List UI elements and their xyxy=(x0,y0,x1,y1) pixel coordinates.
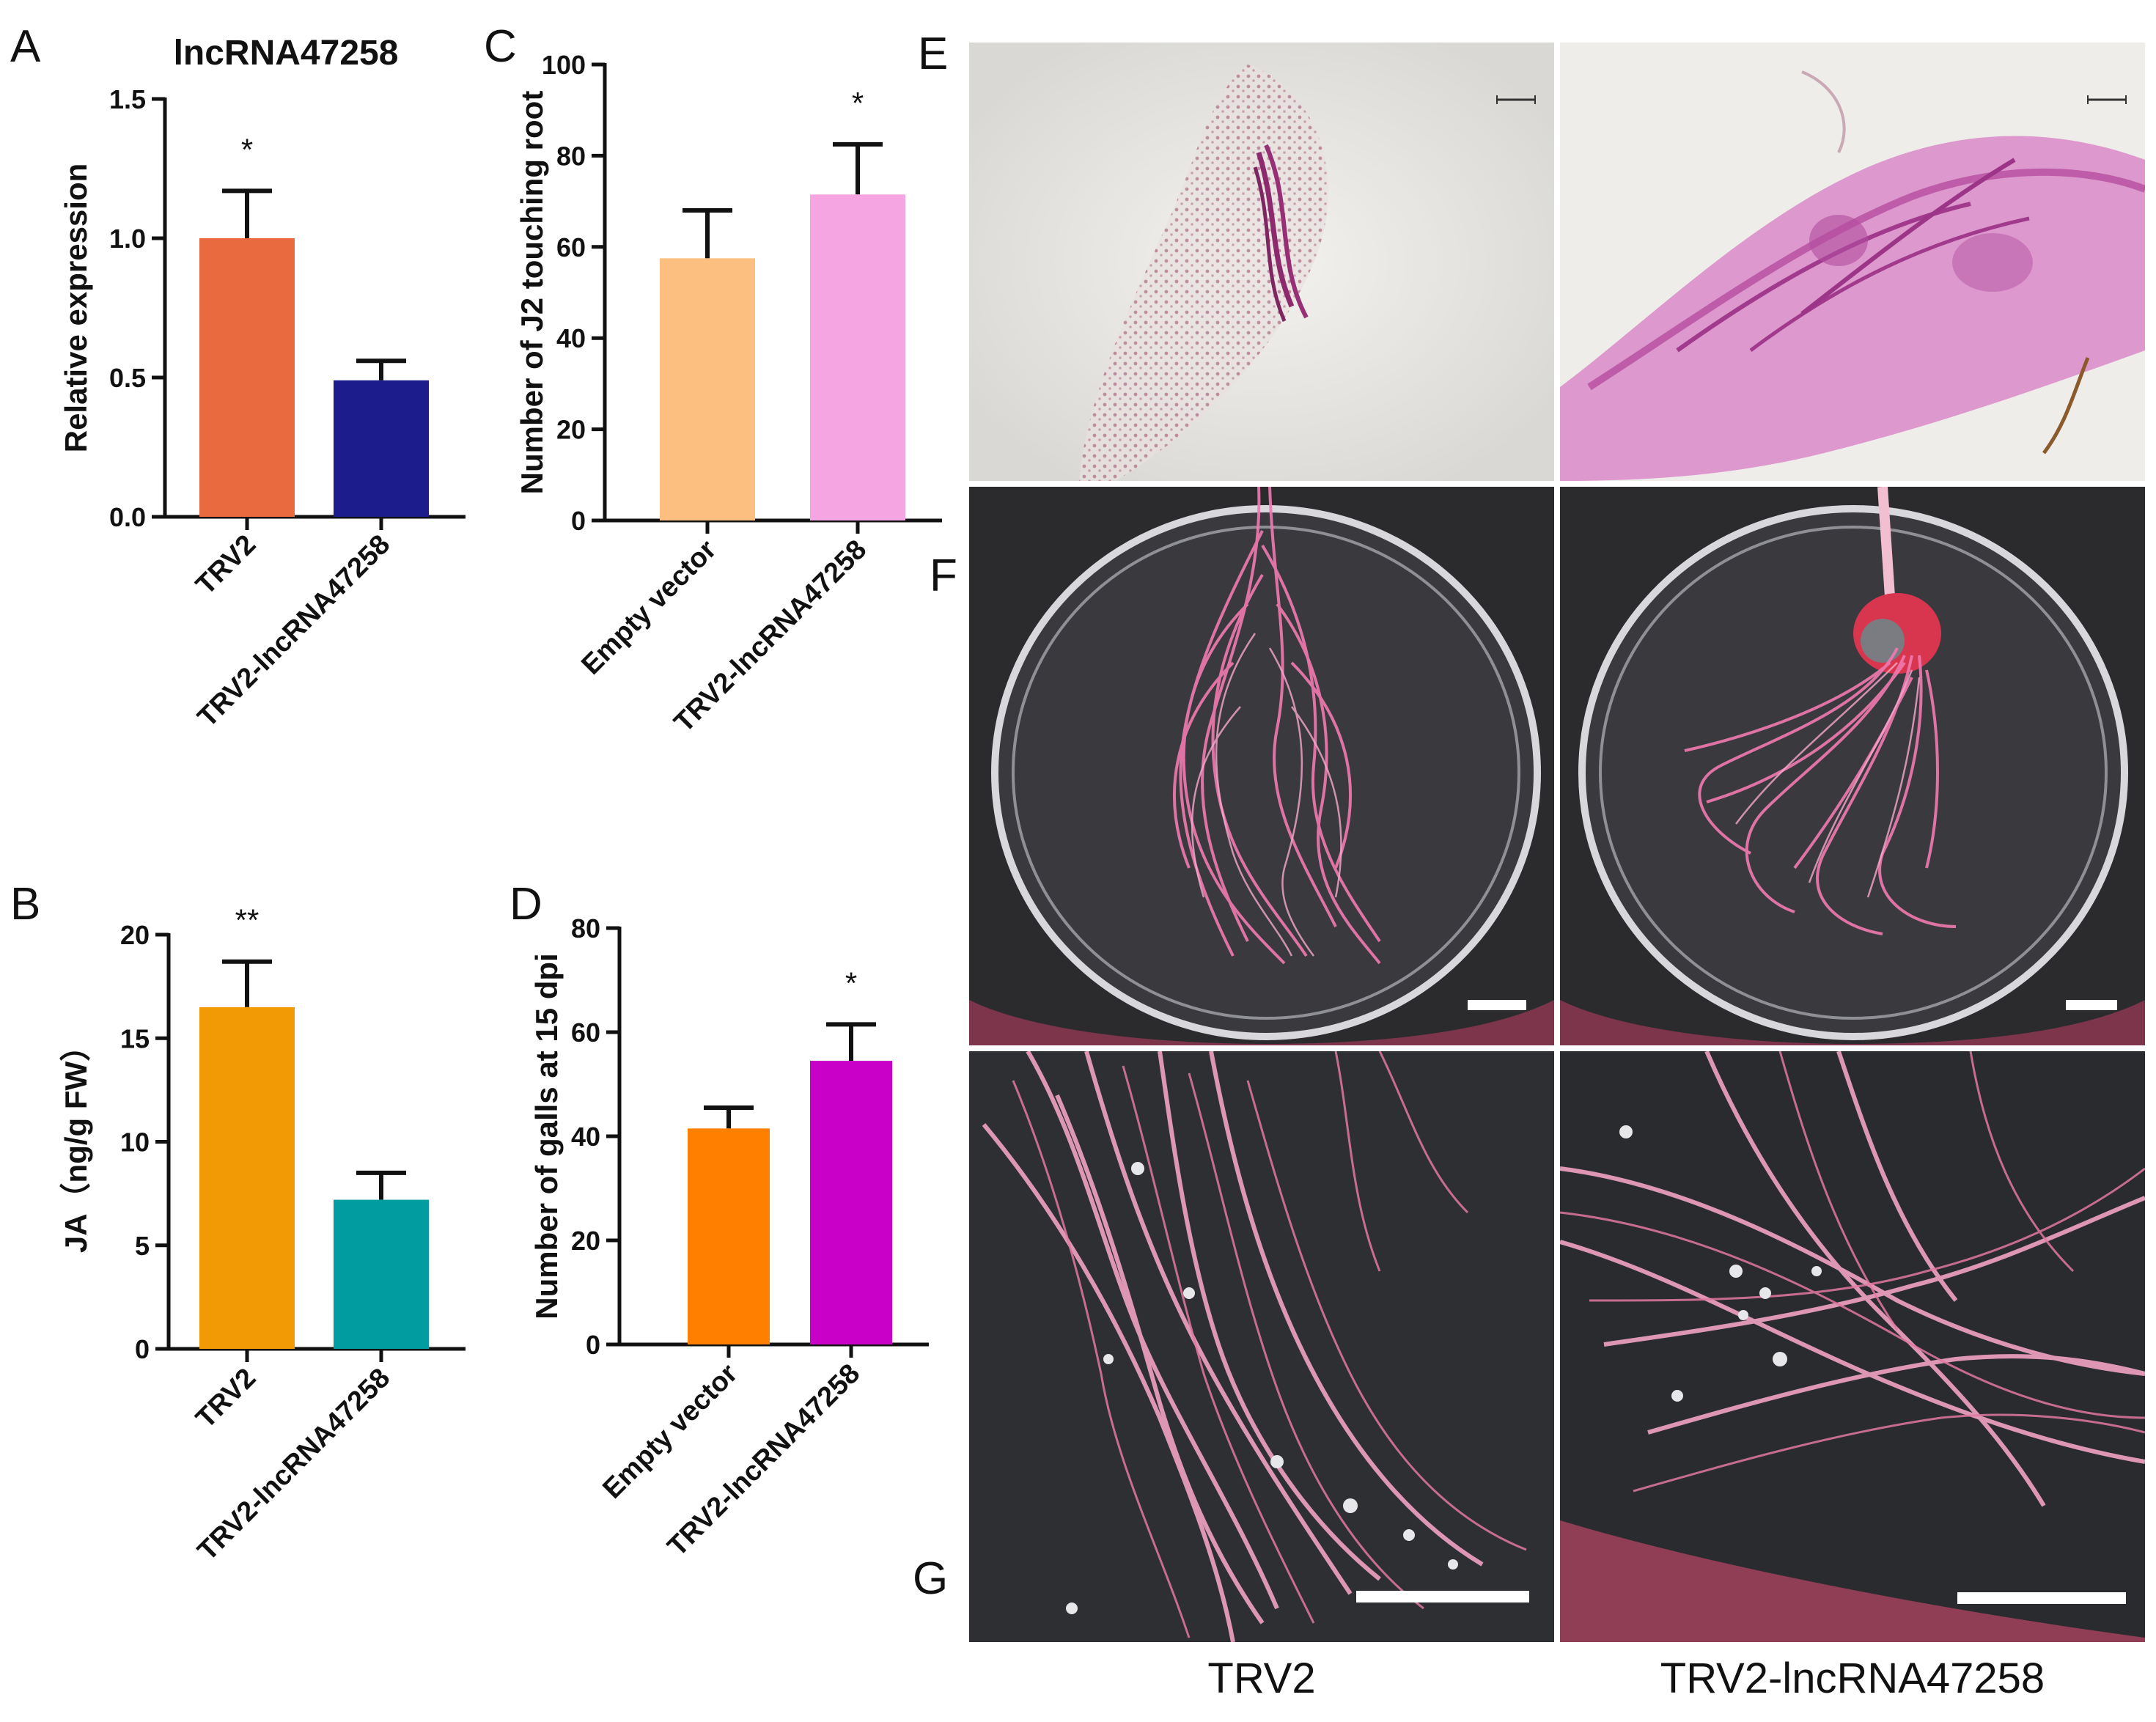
bar-c-2 xyxy=(810,194,905,520)
y-tick-label: 0.5 xyxy=(109,363,146,393)
bottom-label-trv2-lncrna47258: TRV2-lncRNA47258 xyxy=(1660,1655,2045,1702)
y-tick-label: 80 xyxy=(571,913,600,943)
y-tick-label: 1.5 xyxy=(109,84,146,114)
panel-letter-c: C xyxy=(484,21,517,72)
y-tick-label: 40 xyxy=(571,1122,600,1152)
y-tick-label: 0 xyxy=(135,1334,150,1364)
panel-letter-e: E xyxy=(918,29,949,79)
panel-letter-d: D xyxy=(509,879,542,930)
photo-e-trv2 xyxy=(969,43,1554,481)
bar-a-1 xyxy=(199,238,295,517)
y-axis-label: Number of galls at 15 dpi xyxy=(529,953,564,1319)
y-tick-label: 1.0 xyxy=(109,224,146,254)
y-tick-label: 15 xyxy=(120,1023,150,1053)
y-tick-label: 60 xyxy=(571,1018,600,1048)
y-tick-label: 0 xyxy=(586,1330,600,1360)
y-tick-label: 60 xyxy=(556,232,586,262)
chart-title: lncRNA47258 xyxy=(174,34,399,73)
photo-e-trv2-lncrna47258 xyxy=(1560,43,2145,481)
panel-letter-f: F xyxy=(930,551,957,601)
photo-f-trv2 xyxy=(969,487,1554,1045)
bar-a-2 xyxy=(334,380,429,517)
y-tick-label: 20 xyxy=(120,920,150,950)
bar-chart-c: Number of J2 touching root 0 20 40 60 80 100 Em… xyxy=(515,50,942,738)
y-tick-label: 10 xyxy=(120,1127,150,1158)
y-tick-label: 20 xyxy=(571,1226,600,1256)
photo-g-trv2-lncrna47258 xyxy=(1560,1051,2145,1642)
panel-letter-a: A xyxy=(10,21,41,72)
bar-b-1 xyxy=(199,1007,295,1349)
bar-chart-a: lncRNA47258 Relative expression 0.0 0.5 1.0 1… xyxy=(59,34,466,733)
photo-g-trv2 xyxy=(969,1051,1554,1642)
x-category-label: TRV2 xyxy=(190,1363,262,1435)
y-tick-label: 80 xyxy=(556,141,586,171)
y-axis-label: Number of J2 touching root xyxy=(515,91,549,495)
y-tick-label: 20 xyxy=(556,415,586,445)
bar-b-2 xyxy=(334,1199,429,1349)
bar-d-1 xyxy=(688,1128,770,1344)
y-tick-label: 100 xyxy=(542,50,586,80)
significance-marker: * xyxy=(845,965,857,1000)
y-axis-label: Relative expression xyxy=(59,163,93,453)
bar-chart-d: Number of galls at 15 dpi020406080Empty … xyxy=(529,913,929,1562)
panel-letter-b: B xyxy=(10,879,41,930)
y-tick-label: 0 xyxy=(571,506,586,536)
panel-letter-g: G xyxy=(913,1553,949,1604)
y-tick-label: 0.0 xyxy=(109,502,146,532)
bar-d-2 xyxy=(810,1061,892,1344)
bar-c-1 xyxy=(660,258,755,520)
bottom-label-trv2: TRV2 xyxy=(1207,1655,1316,1702)
y-tick-label: 40 xyxy=(556,323,586,353)
significance-marker: * xyxy=(241,132,253,166)
x-category-label: Empty vector xyxy=(575,534,722,681)
significance-marker: ** xyxy=(235,903,260,938)
y-axis-label: JA（ng/g FW） xyxy=(59,1031,93,1253)
x-category-label: TRV2 xyxy=(190,529,262,601)
y-tick-label: 5 xyxy=(135,1231,150,1261)
photo-f-trv2-lncrna47258 xyxy=(1560,487,2145,1045)
significance-marker: * xyxy=(852,86,864,120)
